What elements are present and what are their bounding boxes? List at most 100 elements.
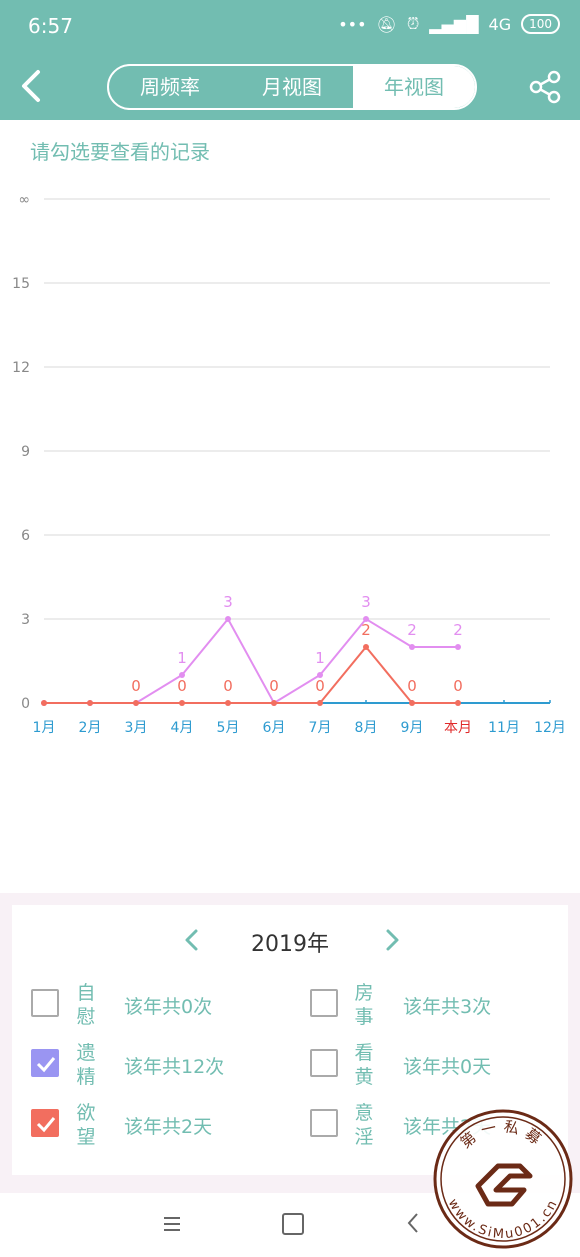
x-tick-label: 7月: [309, 720, 332, 736]
data-label: 1: [315, 649, 325, 667]
record-count-watch-porn: 该年共0天: [403, 1056, 492, 1078]
checkbox-nocturnal-emission[interactable]: [31, 1049, 59, 1077]
checkbox-watch-porn[interactable]: [310, 1049, 338, 1077]
data-point: [317, 700, 323, 706]
data-label: 0: [223, 677, 233, 695]
series-line-nocturnal-emission: [44, 617, 458, 705]
x-tick-label: 1月: [33, 720, 56, 736]
next-year-icon[interactable]: [383, 928, 401, 952]
label-char: 事: [354, 1006, 374, 1028]
view-tabs: 周频率 月视图 年视图: [107, 64, 477, 110]
label-char: 意: [354, 1102, 374, 1124]
y-tick-label: 12: [12, 360, 30, 376]
year-label: 2019年: [251, 932, 329, 957]
data-label: 1: [177, 649, 187, 667]
checkbox-fantasy[interactable]: [310, 1109, 338, 1137]
checkbox-desire[interactable]: [31, 1109, 59, 1137]
data-point: [41, 700, 47, 706]
label-char: 房: [354, 982, 374, 1004]
data-point: [363, 616, 369, 622]
y-tick-label: 3: [21, 612, 30, 628]
x-tick-label: 12月: [534, 720, 566, 736]
label-char: 望: [76, 1126, 96, 1148]
data-label: 3: [361, 593, 371, 611]
tab-year-view[interactable]: 年视图: [353, 66, 475, 108]
data-point: [179, 672, 185, 678]
record-count-nocturnal-emission: 该年共12次: [124, 1056, 225, 1078]
data-point: [363, 644, 369, 650]
y-tick-label: 9: [21, 444, 30, 460]
data-point: [455, 644, 461, 650]
alarm-icon: ⏰︎: [406, 14, 420, 33]
label-char: 看: [354, 1042, 374, 1064]
data-label: 0: [315, 677, 325, 695]
tab-month-view[interactable]: 月视图: [262, 75, 322, 99]
data-label: 0: [177, 677, 187, 695]
record-label-sex: 房 事: [353, 981, 375, 1029]
label-char: 自: [76, 982, 96, 1004]
tab-weekly-frequency[interactable]: 周频率: [140, 75, 200, 99]
mute-icon: 🔕︎: [376, 14, 397, 34]
status-time: 6:57: [28, 14, 73, 38]
system-back-icon[interactable]: [405, 1211, 421, 1235]
data-label: 0: [131, 677, 141, 695]
data-point: [455, 700, 461, 706]
data-label: 0: [407, 677, 417, 695]
checkbox-masturbation[interactable]: [31, 989, 59, 1017]
x-tick-label: 4月: [171, 720, 194, 736]
label-char: 慰: [76, 1006, 96, 1028]
status-bar: 6:57 ••• 🔕︎ ⏰︎ ▂▄▆█ 4G 100: [0, 0, 580, 54]
data-label: 2: [361, 621, 371, 639]
x-tick-label: 3月: [125, 720, 148, 736]
label-char: 黄: [354, 1066, 374, 1088]
data-point: [409, 700, 415, 706]
data-point: [409, 644, 415, 650]
y-tick-label: ∞: [18, 192, 30, 208]
record-count-masturbation: 该年共0次: [124, 996, 213, 1018]
more-icon: •••: [338, 14, 367, 34]
data-label: 0: [453, 677, 463, 695]
data-label: 2: [407, 621, 417, 639]
y-tick-label: 15: [12, 276, 30, 292]
label-char: 遗: [76, 1042, 96, 1064]
data-label: 2: [453, 621, 463, 639]
menu-icon[interactable]: [160, 1213, 184, 1235]
y-tick-label: 6: [21, 528, 30, 544]
x-tick-label: 6月: [263, 720, 286, 736]
x-tick-label: 9月: [401, 720, 424, 736]
record-count-desire: 该年共2天: [124, 1116, 213, 1138]
record-count-sex: 该年共3次: [403, 996, 492, 1018]
previous-year-icon[interactable]: [183, 928, 201, 952]
data-point: [179, 700, 185, 706]
back-icon[interactable]: [18, 68, 48, 104]
series-line-desire: [44, 645, 458, 704]
x-tick-label: 本月: [444, 720, 472, 736]
network-type: 4G: [488, 14, 512, 34]
record-label-masturbation: 自 慰: [75, 981, 97, 1029]
x-tick-label: 2月: [79, 720, 102, 736]
data-point: [133, 700, 139, 706]
checkmark-icon: [36, 1117, 56, 1133]
home-icon[interactable]: [282, 1213, 304, 1235]
data-point: [225, 616, 231, 622]
label-char: 欲: [76, 1102, 96, 1124]
y-tick-label: 0: [21, 696, 30, 712]
data-point: [225, 700, 231, 706]
label-char: 精: [76, 1066, 96, 1088]
battery-icon: 100: [521, 14, 560, 34]
label-char: 淫: [354, 1126, 374, 1148]
x-tick-label: 5月: [217, 720, 240, 736]
app-header: 周频率 月视图 年视图: [0, 54, 580, 120]
data-point: [317, 672, 323, 678]
record-label-watch-porn: 看 黄: [353, 1041, 375, 1089]
record-label-nocturnal-emission: 遗 精: [75, 1041, 97, 1089]
share-icon[interactable]: [528, 70, 562, 104]
data-label: 0: [269, 677, 279, 695]
record-label-desire: 欲 望: [75, 1101, 97, 1149]
data-point: [271, 700, 277, 706]
checkbox-sex[interactable]: [310, 989, 338, 1017]
data-label: 3: [223, 593, 233, 611]
watermark-seal: 第一私募 www.SiMu001.cn: [433, 1109, 573, 1249]
data-point: [87, 700, 93, 706]
checkmark-icon: [36, 1057, 56, 1073]
